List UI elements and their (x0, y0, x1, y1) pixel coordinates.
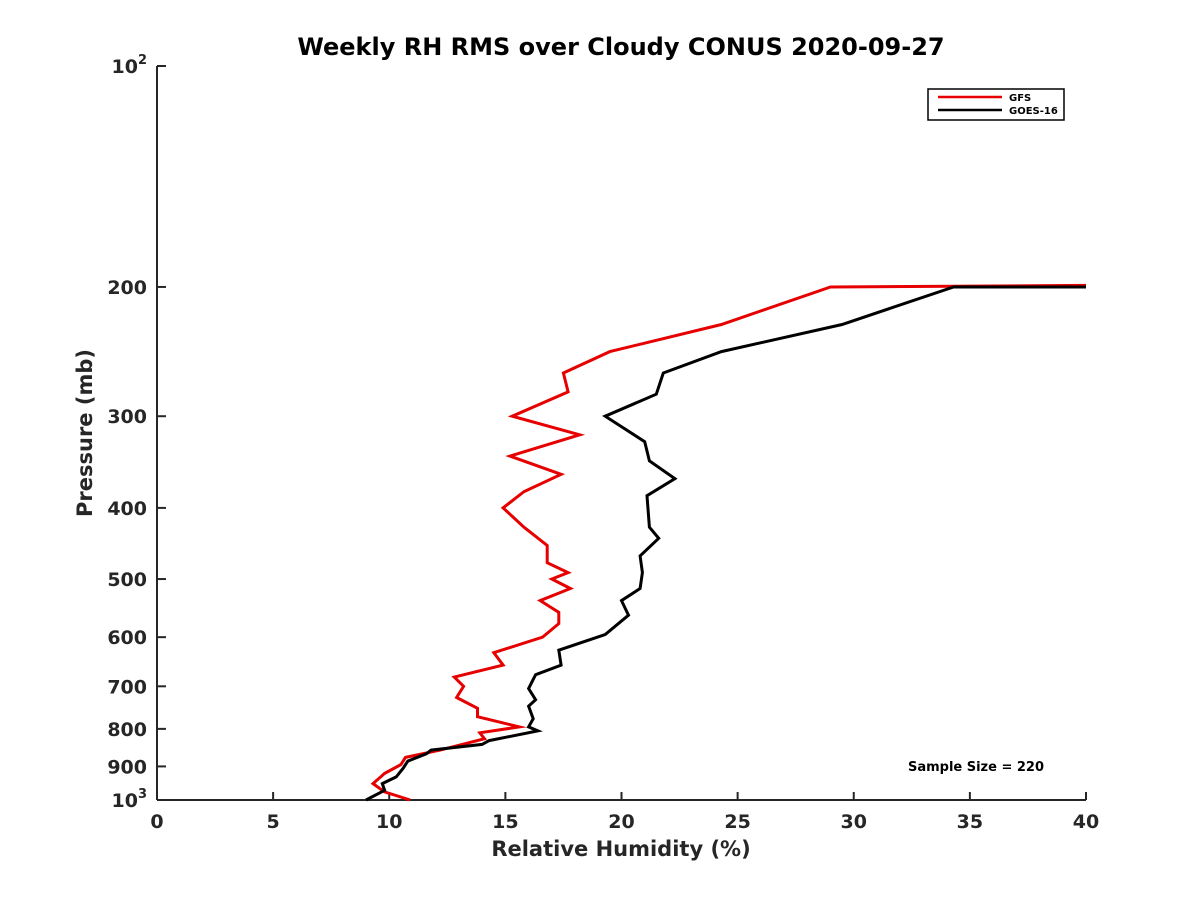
x-tick-label: 10 (376, 811, 402, 833)
series-line-gfs (370, 283, 1087, 802)
sample-size-annotation: Sample Size = 220 (908, 760, 1044, 775)
x-tick-label: 15 (492, 811, 518, 833)
x-tick-label: 35 (957, 811, 983, 833)
y-tick-label: 300 (107, 406, 147, 428)
y-tick-label: 600 (107, 627, 147, 649)
x-tick-label: 25 (724, 811, 750, 833)
x-axis-label: Relative Humidity (%) (491, 837, 750, 861)
chart-title: Weekly RH RMS over Cloudy CONUS 2020-09-… (297, 33, 944, 61)
y-tick-label: 102 (112, 53, 148, 78)
legend: GFS GOES-16 (927, 88, 1065, 121)
y-axis-label: Pressure (mb) (73, 349, 97, 517)
legend-label-gfs: GFS (1009, 93, 1031, 104)
x-tick-label: 40 (1073, 811, 1099, 833)
y-tick-label: 700 (107, 676, 147, 698)
x-tick-label: 5 (267, 811, 280, 833)
x-tick-label: 30 (841, 811, 867, 833)
y-tick-label: 800 (107, 719, 147, 741)
x-tick-label: 0 (150, 811, 163, 833)
y-tick-label: 900 (107, 756, 147, 778)
legend-label-goes16: GOES-16 (1009, 106, 1058, 117)
axes (156, 66, 1086, 801)
series-line-goes16 (365, 285, 1086, 802)
y-tick-label: 500 (107, 569, 147, 591)
legend-box (927, 88, 1065, 121)
series-layer (365, 283, 1087, 802)
y-tick-label: 103 (112, 787, 148, 812)
y-ticks: 102 200 300 400 500 600 700 800 900 103 (107, 53, 166, 812)
x-tick-label: 20 (608, 811, 634, 833)
y-tick-label: 200 (107, 277, 147, 299)
y-tick-label: 400 (107, 498, 147, 520)
x-ticks: 0 5 10 15 20 25 30 35 40 (150, 792, 1099, 833)
